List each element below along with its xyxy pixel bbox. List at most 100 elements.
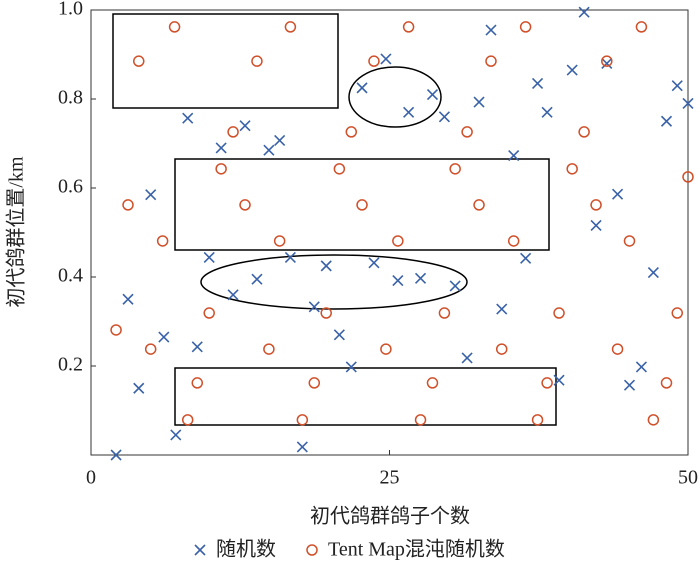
y-tick-label: 1.0	[58, 0, 83, 20]
point	[449, 280, 461, 292]
legend-label: Tent Map混沌随机数	[328, 538, 505, 561]
point	[611, 188, 624, 200]
point	[508, 149, 520, 162]
point	[414, 272, 427, 284]
point	[671, 307, 684, 319]
x-axis-label: 初代鸽群鸽子个数	[310, 505, 470, 528]
point	[611, 343, 624, 355]
point	[682, 171, 694, 183]
point	[531, 77, 544, 89]
point	[449, 163, 461, 175]
point	[392, 274, 404, 287]
point	[182, 112, 194, 124]
point	[122, 199, 134, 211]
point	[158, 331, 170, 343]
annotation-ellipse	[348, 66, 442, 128]
annotation-box	[112, 13, 339, 109]
point	[181, 414, 194, 426]
point	[215, 163, 227, 175]
x-tick-label: 50	[678, 467, 698, 489]
point	[473, 96, 485, 108]
point	[251, 55, 263, 67]
point	[144, 343, 157, 355]
point	[368, 55, 380, 67]
point	[215, 142, 227, 154]
point	[145, 189, 157, 201]
point	[531, 414, 544, 426]
x-tick-label: 0	[86, 467, 96, 489]
point	[402, 21, 415, 33]
point	[578, 6, 590, 18]
point	[671, 80, 683, 92]
point	[251, 273, 263, 285]
point	[485, 55, 497, 67]
point	[496, 303, 508, 315]
point	[682, 97, 694, 110]
point	[274, 134, 286, 146]
point	[438, 307, 451, 319]
annotation-box	[174, 158, 550, 251]
point	[553, 374, 565, 386]
point	[284, 251, 296, 263]
point	[541, 106, 553, 118]
point	[227, 126, 239, 138]
point	[426, 377, 439, 389]
point	[590, 199, 602, 211]
point	[273, 235, 286, 247]
legend-label: 随机数	[216, 538, 276, 561]
point	[473, 199, 485, 211]
annotation-box	[174, 367, 557, 426]
point	[320, 307, 332, 319]
point	[203, 251, 215, 263]
point	[263, 343, 275, 355]
point	[380, 343, 392, 355]
point	[380, 53, 392, 65]
point	[414, 414, 427, 426]
point	[133, 382, 145, 394]
point	[122, 293, 134, 305]
point	[191, 341, 203, 353]
point	[403, 106, 415, 118]
x-tick-label: 25	[380, 467, 400, 489]
point	[133, 55, 145, 67]
point	[461, 126, 473, 138]
point	[520, 252, 532, 264]
y-tick-label: 0.4	[58, 265, 83, 287]
point	[507, 235, 520, 247]
point	[191, 377, 204, 389]
point	[623, 379, 636, 391]
annotation-ellipse	[200, 254, 468, 310]
point	[296, 414, 309, 426]
point	[356, 82, 368, 94]
point	[566, 64, 578, 76]
plot-frame	[90, 9, 689, 456]
y-axis-label: 初代鸽群位置/km	[5, 156, 28, 308]
y-tick-label: 0.6	[58, 176, 83, 198]
point	[647, 266, 659, 279]
point	[296, 441, 308, 453]
point	[308, 301, 320, 313]
point	[601, 55, 613, 67]
point	[333, 329, 345, 341]
point	[426, 88, 439, 101]
point	[239, 120, 251, 132]
point	[647, 414, 660, 426]
point	[438, 111, 450, 123]
point	[263, 144, 275, 156]
point	[308, 377, 321, 389]
point	[368, 257, 380, 269]
legend-marker	[306, 544, 318, 556]
y-tick-label: 0.2	[58, 354, 83, 376]
point	[110, 449, 122, 461]
point	[601, 57, 613, 69]
point	[495, 343, 508, 355]
point	[660, 115, 673, 127]
point	[623, 235, 636, 247]
point	[578, 126, 590, 138]
point	[356, 199, 368, 211]
legend-marker	[194, 544, 206, 556]
point	[333, 163, 346, 175]
point	[239, 199, 251, 211]
y-tick-label: 0.8	[58, 87, 83, 109]
